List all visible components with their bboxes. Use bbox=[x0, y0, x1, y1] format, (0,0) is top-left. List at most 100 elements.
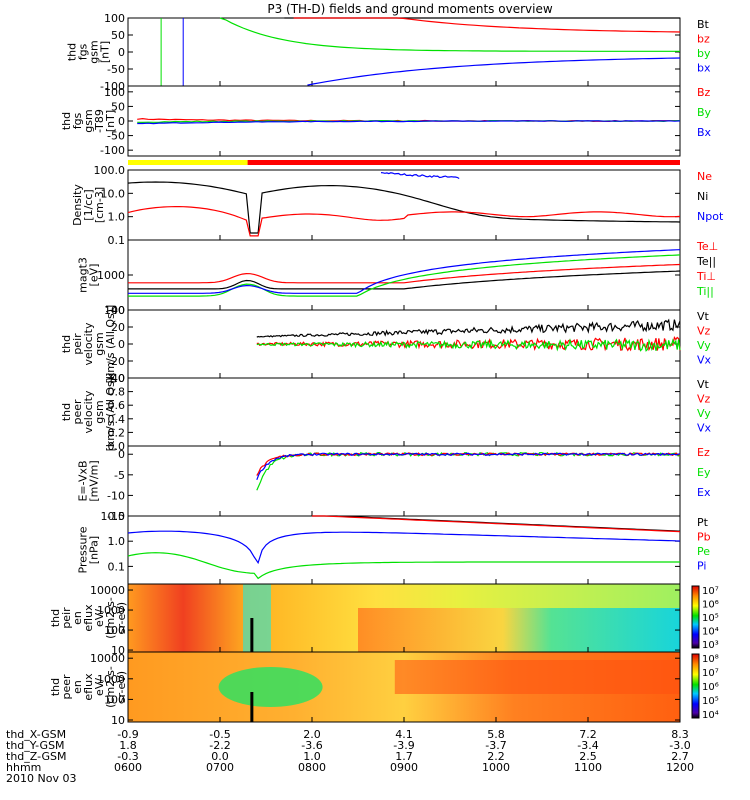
y-axis-label: [km/s (All Qs)] bbox=[104, 305, 117, 384]
legend-Ne: Ne bbox=[697, 170, 712, 183]
panel-frame bbox=[127, 445, 681, 517]
y-axis-label: E=-VxB bbox=[77, 460, 90, 501]
y-axis-label: eflux bbox=[82, 673, 95, 701]
y-tick-label: 1.0 bbox=[108, 211, 126, 224]
y-tick-label: 10000 bbox=[90, 652, 125, 665]
y-axis-label: fgs bbox=[71, 112, 84, 129]
series-Ne bbox=[127, 206, 681, 237]
y-axis-label: [nT] bbox=[99, 41, 112, 63]
x-row-value: 1000 bbox=[482, 761, 510, 774]
x-row-value: 8.3 bbox=[671, 728, 689, 741]
legend-Ey: Ey bbox=[697, 466, 711, 479]
y-tick-label: 0.6 bbox=[108, 399, 126, 412]
legend-Vx: Vx bbox=[697, 422, 712, 435]
series-Ex bbox=[256, 452, 681, 481]
panel-peir_en: 10000 1000 100 10 thdpeirenefluxeV/(cm2-s-sr… bbox=[49, 583, 719, 657]
y-tick-label: -5 bbox=[114, 469, 125, 482]
y-tick-label: 1.0 bbox=[108, 372, 126, 385]
y-tick-label: 20 bbox=[111, 321, 125, 334]
colorbar-label: 10⁴ bbox=[702, 627, 719, 638]
y-axis-label: peir bbox=[71, 333, 84, 355]
x-row-value: 1.0 bbox=[303, 750, 321, 763]
x-row-label: hhmm bbox=[6, 761, 41, 774]
colorbar-label: 10⁶ bbox=[702, 600, 719, 611]
legend-Vx: Vx bbox=[697, 354, 712, 367]
y-tick-label: -15 bbox=[107, 510, 125, 523]
y-axis-label: peer bbox=[60, 674, 73, 700]
x-row-label: thd_Y-GSM bbox=[6, 739, 65, 752]
y-tick-label: 100.0 bbox=[94, 164, 126, 177]
y-tick-label: 40 bbox=[111, 304, 125, 317]
series-Pb bbox=[312, 515, 681, 533]
y-tick-label: -20 bbox=[107, 355, 125, 368]
legend-By: By bbox=[697, 106, 712, 119]
colorbar-label: 10⁷ bbox=[702, 668, 719, 679]
panel-density: 100.0 10.0 1.0 0.1 Density[1/cc][cm-3] Ne Ni Np… bbox=[71, 164, 724, 247]
x-row-value: 1200 bbox=[666, 761, 694, 774]
y-tick-label: 50 bbox=[111, 100, 125, 113]
series-Vy bbox=[256, 338, 681, 352]
y-tick-label: 0.2 bbox=[108, 426, 126, 439]
panel-peer_en: 10000 1000 100 10 thdpeerenefluxeV/(cm2-s-sr… bbox=[49, 651, 719, 727]
y-axis-label: [1/cc] bbox=[82, 189, 95, 220]
x-row-value: 2.7 bbox=[671, 750, 689, 763]
plot-title: P3 (TH-D) fields and ground moments over… bbox=[267, 2, 552, 16]
y-axis-label: gsm bbox=[93, 332, 106, 355]
y-axis-label: peer bbox=[71, 399, 84, 425]
x-axis-annotation: thd_X-GSM -0.9 -0.5 2.0 4.1 5.8 7.2 8.3 thd_Y-GS… bbox=[6, 728, 694, 785]
y-tick-label: 0 bbox=[118, 448, 125, 461]
y-tick-label: 1000 bbox=[97, 673, 125, 686]
series-bz bbox=[293, 17, 681, 33]
y-tick-label: -100 bbox=[100, 144, 125, 157]
y-tick-label: 10.0 bbox=[101, 510, 126, 523]
y-tick-label: 10.0 bbox=[101, 187, 126, 200]
spectrogram-low-energy bbox=[358, 608, 680, 652]
panel-peer_vel: 1.00.80.60.40.20.0 thdpeervelocitygsm[km/… bbox=[60, 372, 712, 453]
legend-Pe: Pe bbox=[697, 545, 710, 558]
x-row-value: 0.0 bbox=[211, 750, 229, 763]
y-axis-label: sr-eV) bbox=[115, 602, 128, 634]
legend-bz: bz bbox=[697, 33, 710, 46]
status-bar-red bbox=[247, 160, 680, 165]
x-row-value: 1100 bbox=[574, 761, 602, 774]
legend-Vy: Vy bbox=[697, 407, 711, 420]
y-tick-label: 0 bbox=[118, 46, 125, 59]
legend-Ez: Ez bbox=[697, 446, 710, 459]
y-tick-label: 100 bbox=[104, 12, 125, 25]
colorbar-label: 10⁶ bbox=[702, 682, 719, 693]
y-tick-label: 0.4 bbox=[108, 413, 126, 426]
legend-Pb: Pb bbox=[697, 531, 711, 544]
x-row-label: thd_X-GSM bbox=[6, 728, 66, 741]
series-by bbox=[219, 17, 680, 52]
data-gap-bar bbox=[250, 618, 254, 652]
panel-stack: 100500-50-100thdfgsgsm[nT]Btbzbybx100500… bbox=[49, 12, 724, 727]
y-tick-label: -100 bbox=[100, 80, 125, 93]
x-row-value: -3.6 bbox=[301, 739, 322, 752]
legend-Vz: Vz bbox=[697, 325, 711, 338]
x-row-value: -3.4 bbox=[577, 739, 598, 752]
y-tick-label: 0 bbox=[118, 115, 125, 128]
colorbar-label: 10⁵ bbox=[702, 613, 719, 624]
series-Npot bbox=[380, 172, 460, 180]
status-bar-yellow bbox=[128, 160, 248, 165]
x-row-value: 4.1 bbox=[395, 728, 413, 741]
panel-temp: 1000 100 magt3[eV] Te⊥ Te|| Ti⊥ Ti|| bbox=[77, 239, 718, 317]
legend-Te⊥: Te⊥ bbox=[696, 240, 718, 253]
y-tick-label: 10 bbox=[111, 644, 125, 657]
colorbar bbox=[691, 653, 700, 719]
y-tick-label: 0.1 bbox=[108, 560, 126, 573]
y-tick-label: -50 bbox=[107, 63, 125, 76]
y-axis-label: velocity bbox=[82, 322, 95, 365]
spectrogram-band bbox=[243, 584, 271, 652]
panel-frame bbox=[127, 515, 681, 585]
y-axis-label: eV/ bbox=[93, 678, 106, 696]
y-axis-label: (cm2-s- bbox=[104, 666, 117, 708]
y-axis-label: [km/s (All Qs)] bbox=[104, 373, 117, 452]
x-row-value: 2.2 bbox=[487, 750, 505, 763]
y-axis-label: thd bbox=[49, 678, 62, 696]
x-row-value: 1.8 bbox=[119, 739, 137, 752]
